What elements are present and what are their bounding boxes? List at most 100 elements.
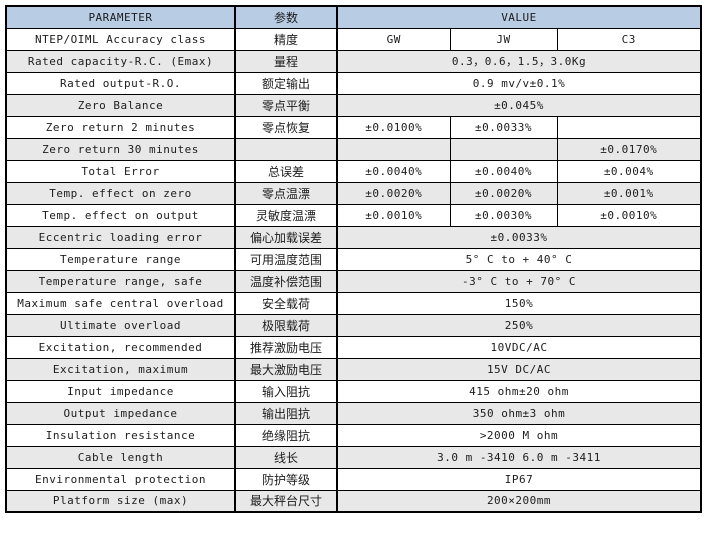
parameter-cell: Output impedance [5,401,236,425]
parameter-cell: Eccentric loading error [5,225,236,249]
value-cell: ±0.0020% [449,181,558,205]
value-cell: ±0.001% [556,181,702,205]
parameter-cn-cell: 零点温漂 [234,181,338,205]
value-cell: ±0.0170% [556,137,702,161]
value-cell: ±0.0020% [336,181,451,205]
value-cell: 5° C to + 40° C [336,247,702,271]
parameter-cn-cell: 总误差 [234,159,338,183]
value-cell: 150% [336,291,702,315]
spec-table-container: PARAMETER 参数 VALUE NTEP/OIML Accuracy cl… [5,5,702,513]
parameter-cell: Platform size (max) [5,489,236,513]
table-row: Cable length 线长 3.0 m -3410 6.0 m -3411 [5,445,702,469]
table-row: Zero return 30 minutes ±0.0170% [5,137,702,161]
table-row: Platform size (max) 最大秤台尺寸 200×200mm [5,489,702,513]
value-cell: ±0.0030% [449,203,558,227]
parameter-cn-cell: 线长 [234,445,338,469]
parameter-cn-cell: 灵敏度温漂 [234,203,338,227]
parameter-cell: Temperature range, safe [5,269,236,293]
table-row: Excitation, recommended 推荐激励电压 10VDC/AC [5,335,702,359]
parameter-cn-cell: 最大秤台尺寸 [234,489,338,513]
table-row: Eccentric loading error 偏心加载误差 ±0.0033% [5,225,702,249]
value-cell: ±0.045% [336,93,702,117]
value-cell: GW [336,27,451,51]
table-row: Insulation resistance 绝缘阻抗 >2000 M ohm [5,423,702,447]
spec-table: PARAMETER 参数 VALUE NTEP/OIML Accuracy cl… [5,5,702,513]
value-cell: ±0.0010% [556,203,702,227]
table-row: Temp. effect on zero 零点温漂 ±0.0020% ±0.0020%… [5,181,702,205]
parameter-cell: Ultimate overload [5,313,236,337]
value-cell: IP67 [336,467,702,491]
parameter-cell: Excitation, maximum [5,357,236,381]
parameter-cn-cell: 防护等级 [234,467,338,491]
parameter-cn-cell: 零点平衡 [234,93,338,117]
parameter-cell: NTEP/OIML Accuracy class [5,27,236,51]
value-cell [336,137,451,161]
value-cell: 415 ohm±20 ohm [336,379,702,403]
parameter-cn-cell [234,137,338,161]
table-row: Temp. effect on output 灵敏度温漂 ±0.0010% ±0.00… [5,203,702,227]
value-cell: JW [449,27,558,51]
parameter-cn-cell: 量程 [234,49,338,73]
parameter-cell: Temp. effect on output [5,203,236,227]
table-row: Environmental protection 防护等级 IP67 [5,467,702,491]
parameter-cell: Rated capacity-R.C. (Emax) [5,49,236,73]
table-row: NTEP/OIML Accuracy class 精度 GW JW C3 [5,27,702,51]
value-cell: 0.3，0.6，1.5，3.0Kg [336,49,702,73]
value-cell: ±0.0010% [336,203,451,227]
table-row: Temperature range 可用温度范围 5° C to + 40° C [5,247,702,271]
value-cell: ±0.0040% [449,159,558,183]
parameter-cell: Total Error [5,159,236,183]
parameter-cn-cell: 可用温度范围 [234,247,338,271]
table-row: Maximum safe central overload 安全载荷 150% [5,291,702,315]
value-cell [449,137,558,161]
parameter-cn-cell: 最大激励电压 [234,357,338,381]
table-row: Excitation, maximum 最大激励电压 15V DC/AC [5,357,702,381]
table-row: Rated capacity-R.C. (Emax) 量程 0.3，0.6，1.5，… [5,49,702,73]
value-cell: ±0.0100% [336,115,451,139]
value-cell: ±0.004% [556,159,702,183]
parameter-cell: Zero return 2 minutes [5,115,236,139]
parameter-cell: Zero Balance [5,93,236,117]
value-cell: 250% [336,313,702,337]
value-cell: 3.0 m -3410 6.0 m -3411 [336,445,702,469]
header-parameter: PARAMETER [5,5,236,29]
parameter-cell: Insulation resistance [5,423,236,447]
table-row: Zero return 2 minutes 零点恢复 ±0.0100% ±0.0033… [5,115,702,139]
table-row: Zero Balance 零点平衡 ±0.045% [5,93,702,117]
spec-table-body: NTEP/OIML Accuracy class 精度 GW JW C3 Rated ca… [5,27,702,513]
value-cell: >2000 M ohm [336,423,702,447]
parameter-cell: Cable length [5,445,236,469]
header-value: VALUE [336,5,702,29]
table-row: Temperature range, safe 温度补偿范围 -3° C to + … [5,269,702,293]
parameter-cn-cell: 精度 [234,27,338,51]
parameter-cell: Temperature range [5,247,236,271]
value-cell: -3° C to + 70° C [336,269,702,293]
parameter-cell: Zero return 30 minutes [5,137,236,161]
parameter-cn-cell: 零点恢复 [234,115,338,139]
table-row: Input impedance 输入阻抗 415 ohm±20 ohm [5,379,702,403]
table-row: Rated output-R.O. 额定输出 0.9 mv/v±0.1% [5,71,702,95]
parameter-cn-cell: 绝缘阻抗 [234,423,338,447]
value-cell: ±0.0033% [336,225,702,249]
value-cell [556,115,702,139]
parameter-cn-cell: 温度补偿范围 [234,269,338,293]
header-cn: 参数 [234,5,338,29]
value-cell: C3 [556,27,702,51]
parameter-cn-cell: 推荐激励电压 [234,335,338,359]
value-cell: 200×200mm [336,489,702,513]
value-cell: 350 ohm±3 ohm [336,401,702,425]
value-cell: ±0.0040% [336,159,451,183]
parameter-cn-cell: 输入阻抗 [234,379,338,403]
value-cell: 15V DC/AC [336,357,702,381]
parameter-cell: Excitation, recommended [5,335,236,359]
table-row: Total Error 总误差 ±0.0040% ±0.0040% ±0.004% [5,159,702,183]
parameter-cn-cell: 额定输出 [234,71,338,95]
value-cell: ±0.0033% [449,115,558,139]
parameter-cell: Temp. effect on zero [5,181,236,205]
value-cell: 10VDC/AC [336,335,702,359]
parameter-cell: Input impedance [5,379,236,403]
value-cell: 0.9 mv/v±0.1% [336,71,702,95]
parameter-cn-cell: 极限载荷 [234,313,338,337]
table-row: Ultimate overload 极限载荷 250% [5,313,702,337]
parameter-cell: Maximum safe central overload [5,291,236,315]
